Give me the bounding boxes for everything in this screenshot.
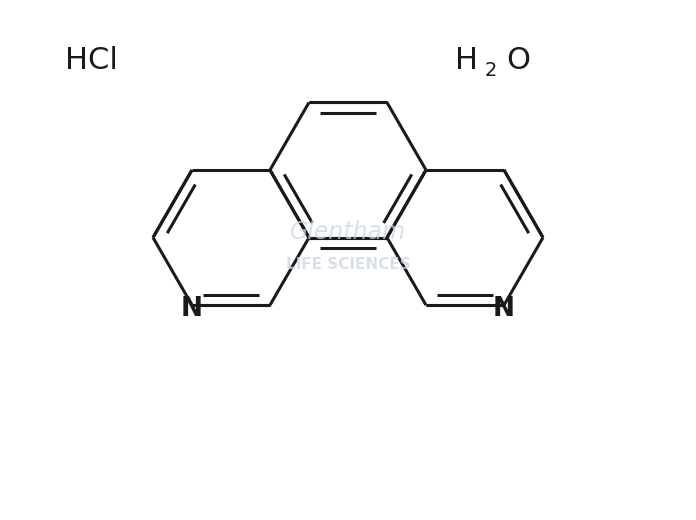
Text: H: H — [455, 46, 478, 74]
Text: LIFE SCIENCES: LIFE SCIENCES — [285, 256, 411, 271]
Text: O: O — [506, 46, 530, 74]
Text: Glentham: Glentham — [290, 220, 406, 244]
Text: 2: 2 — [485, 60, 498, 80]
Text: N: N — [493, 296, 515, 322]
Text: HCl: HCl — [65, 46, 118, 74]
Text: N: N — [181, 296, 203, 322]
